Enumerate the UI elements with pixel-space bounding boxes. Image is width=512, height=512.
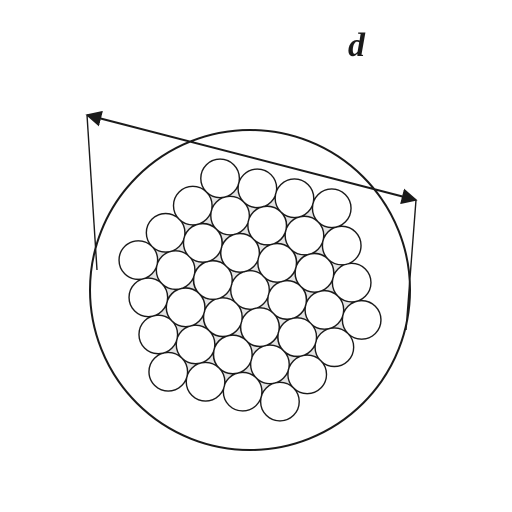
- wire-rope-cross-section-diagram: d: [0, 0, 512, 512]
- wire-strands-group: [119, 159, 381, 421]
- dimension-label: d: [348, 27, 366, 64]
